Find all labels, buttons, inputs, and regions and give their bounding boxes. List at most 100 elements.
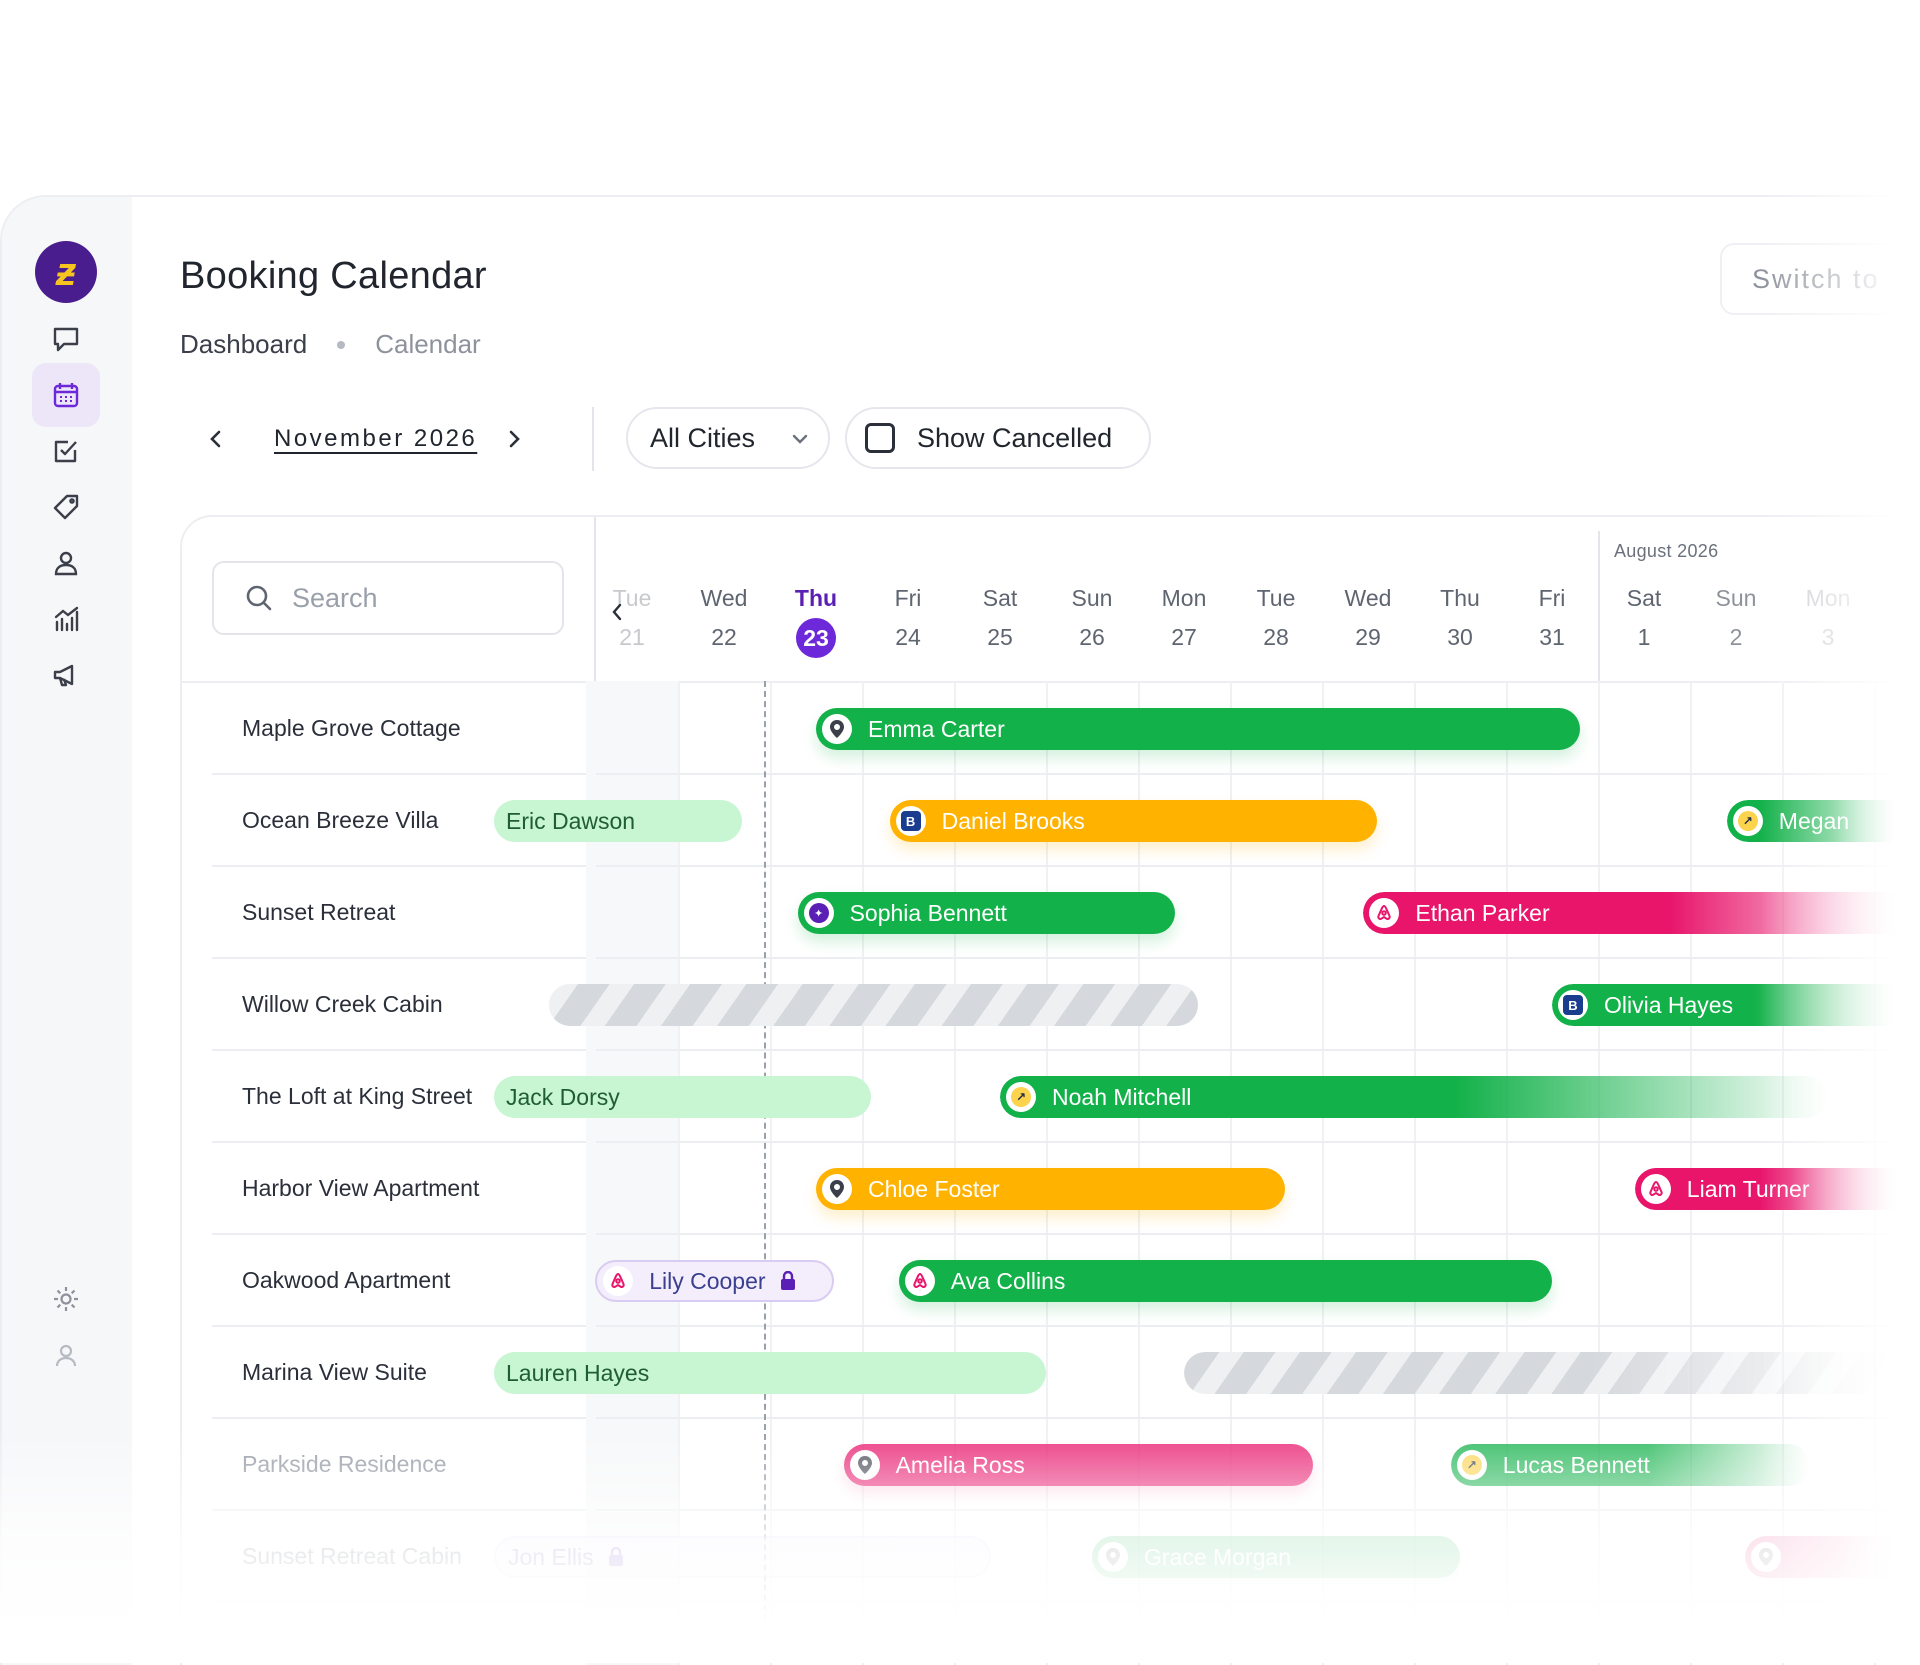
booking-bar[interactable]: B Olivia Hayes [1552,984,1920,1026]
booking-bar[interactable]: Emma Carter [816,708,1580,750]
guest-name: Ethan Parker [1415,899,1550,926]
day-header[interactable]: Tue 21 [586,587,678,649]
next-month-button[interactable] [496,421,532,457]
day-column-line [1322,681,1324,1665]
scroll-left-button[interactable] [610,601,634,631]
booking-bar[interactable]: Lauren Hayes [494,1352,1046,1394]
city-filter-select[interactable]: All Cities [626,407,830,469]
current-month[interactable]: November 2026 [274,425,478,452]
day-of-week: Tue [612,585,652,611]
day-header[interactable]: Tue 28 [1230,587,1322,649]
booking-bar[interactable]: Eric Dawson [494,800,743,842]
lock-icon [780,1271,796,1291]
direct-source-icon [849,1450,880,1480]
day-header[interactable]: Wed 29 [1322,587,1414,649]
show-cancelled-toggle[interactable]: Show Cancelled [845,407,1151,469]
property-row[interactable]: The Loft at King Street [212,1051,594,1143]
blocked-dates-bar[interactable] [1184,1352,1920,1394]
calendar-icon[interactable] [32,363,100,427]
property-row[interactable]: Maple Grove Cottage [212,683,594,775]
day-header[interactable]: Sun 2 [1690,587,1782,649]
chart-icon[interactable] [32,587,100,651]
guest-name: Daniel Brooks [941,807,1085,834]
booking-bar[interactable]: Amelia Ross [843,1444,1313,1486]
booking-bar[interactable]: Ava Collins [898,1260,1552,1302]
day-column-line [1598,681,1600,1665]
day-of-week: Wed [1344,585,1392,611]
day-header[interactable]: Thu 30 [1414,587,1506,649]
vrbo-source-icon: ✦ [803,898,834,928]
chevron-right-icon [509,430,520,448]
search-input[interactable] [290,581,554,615]
megaphone-icon[interactable] [32,643,100,707]
direct-source-icon [822,1174,852,1204]
day-header[interactable]: Sun 26 [1046,587,1138,649]
tag-icon[interactable] [32,475,100,539]
day-column-line [770,681,772,1665]
expedia-source-icon: ↗ [1456,1450,1487,1480]
day-column-line [678,681,680,1665]
show-cancelled-checkbox[interactable] [865,423,895,453]
property-row[interactable]: Ocean Breeze Villa [212,775,594,867]
booking-bar[interactable]: Lily Cooper [595,1260,835,1302]
checklist-icon[interactable] [32,419,100,483]
main-content: Booking Calendar Dashboard Calendar Swit… [132,197,1920,1665]
day-of-week: Sat [1626,585,1662,611]
day-header[interactable]: Fri 24 [862,587,954,649]
day-of-week: Mon [1161,585,1207,611]
day-header[interactable]: Mon 3 [1782,587,1874,649]
switch-view-button[interactable]: Switch to [1720,243,1920,315]
prev-month-button[interactable] [198,421,234,457]
day-number: 21 [619,624,645,650]
user-icon[interactable] [32,531,100,595]
booking-bar[interactable]: Chloe Foster [816,1168,1286,1210]
booking-bar[interactable]: Ethan Parker [1363,892,1920,934]
day-number: 2 [1729,624,1743,650]
brand-logo[interactable]: ƶ [35,241,97,303]
today-date-badge: 23 [796,618,836,658]
property-row[interactable]: Willow Creek Cabin [212,959,594,1051]
booking-bar[interactable]: Jon Ellis [494,1536,991,1578]
booking-bar[interactable]: ↗ Noah Mitchell [1000,1076,1828,1118]
booking-bar[interactable]: ✦ Sophia Bennett [797,892,1175,934]
gear-icon[interactable] [32,1267,100,1331]
day-of-week: Thu [794,585,838,611]
breadcrumb-dashboard[interactable]: Dashboard [180,329,308,359]
day-of-week: Fri [1538,585,1566,611]
day-number: 31 [1539,624,1565,650]
booking-bar[interactable]: ↗ Megan [1726,800,1920,842]
airbnb-source-icon [1640,1174,1671,1204]
booking-source-icon: B [1558,990,1588,1020]
booking-bar[interactable]: ↗ Lucas Bennett [1450,1444,1810,1486]
booking-bar[interactable] [1745,1536,1920,1578]
day-number: 30 [1447,624,1473,650]
day-header[interactable]: Sat 1 [1598,587,1690,649]
booking-bar[interactable]: B Daniel Brooks [889,800,1378,842]
property-row[interactable]: Marina View Suite [212,1327,594,1419]
property-row[interactable]: Sunset Retreat [212,867,594,959]
day-header[interactable]: Thu 23 [770,587,862,658]
guest-name: Ava Collins [950,1267,1066,1294]
airbnb-source-icon [1369,898,1400,928]
timeline-grid: Tue 21 Wed 22 Thu 23 Fri 24 Sat 25 Sun 26 Mon 27 Tue 28… [494,517,1920,1665]
property-row[interactable]: Parkside Residence [212,1419,594,1511]
booking-bar[interactable]: Liam Turner [1634,1168,1920,1210]
guest-name: Grace Morgan [1144,1543,1292,1570]
day-header[interactable]: Fri 31 [1506,587,1598,649]
profile-icon[interactable] [32,1323,100,1387]
row-divider [596,1049,1920,1051]
guest-name: Lily Cooper [649,1267,766,1294]
day-header[interactable]: Sat 25 [954,587,1046,649]
chat-icon[interactable] [32,307,100,371]
booking-bar[interactable]: Jack Dorsy [494,1076,872,1118]
property-row[interactable]: Oakwood Apartment [212,1235,594,1327]
property-row[interactable]: Harbor View Apartment [212,1143,594,1235]
airbnb-source-icon [603,1266,634,1296]
booking-bar[interactable]: Grace Morgan [1092,1536,1460,1578]
blocked-dates-bar[interactable] [549,984,1198,1026]
property-search[interactable] [212,561,564,635]
city-filter-value: All Cities [650,422,756,453]
day-number: 28 [1263,624,1289,650]
day-header[interactable]: Wed 22 [678,587,770,649]
day-header[interactable]: Mon 27 [1138,587,1230,649]
